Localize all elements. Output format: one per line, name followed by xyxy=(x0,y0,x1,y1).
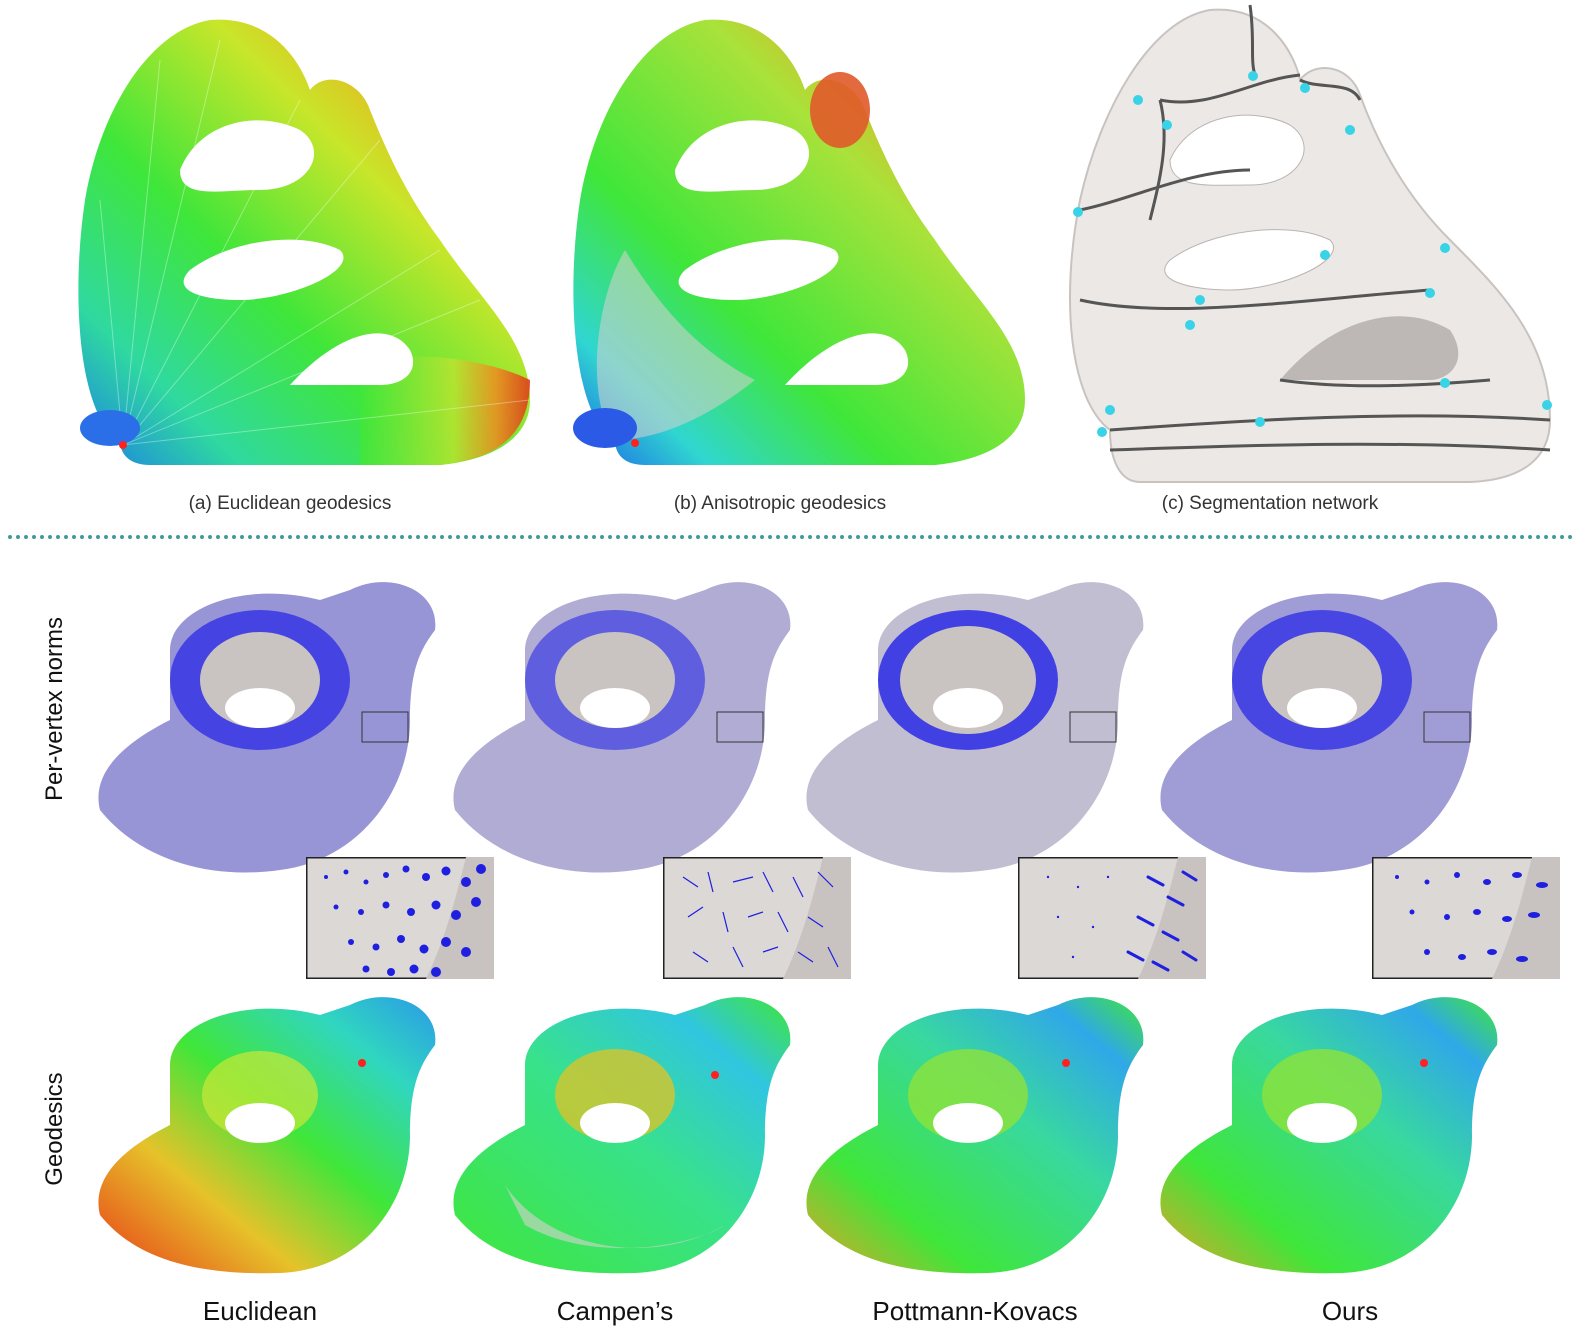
source-point xyxy=(119,441,127,449)
row-label-norms: Per-vertex norms xyxy=(41,616,68,802)
norms-pottmann-kovacs xyxy=(806,582,1144,873)
geodesics-euclidean xyxy=(98,997,436,1274)
column-label-ours: Ours xyxy=(1321,1296,1379,1326)
column-label-euclidean: Euclidean xyxy=(202,1296,318,1326)
hole-upper xyxy=(180,120,315,192)
norms-ours xyxy=(1160,582,1498,873)
norms-euclidean xyxy=(98,582,436,873)
inset-campen xyxy=(663,857,851,979)
panel-euclidean-geodesics xyxy=(78,19,531,465)
inset-euclidean xyxy=(306,857,494,979)
caption-b: (b) Anisotropic geodesics xyxy=(673,493,887,514)
geodesics-campen xyxy=(453,997,791,1274)
column-label-campen: Campen’s xyxy=(556,1296,674,1326)
geodesics-pottmann-kovacs xyxy=(806,997,1144,1274)
inset-pottmann-kovacs xyxy=(1018,857,1206,979)
caption-c: (c) Segmentation network xyxy=(1161,493,1379,514)
panel-segmentation-network xyxy=(1069,4,1552,483)
norms-campen xyxy=(453,582,791,873)
panel-anisotropic-geodesics xyxy=(573,19,1025,465)
column-label-pottmann-kovacs: Pottmann-Kovacs xyxy=(872,1296,1078,1326)
section-divider xyxy=(8,535,1574,539)
hole-middle xyxy=(183,239,344,300)
geodesics-ours xyxy=(1160,997,1498,1274)
hole-lower xyxy=(290,333,414,385)
inset-ours xyxy=(1372,857,1560,979)
caption-a: (a) Euclidean geodesics xyxy=(188,493,392,514)
row-label-geodesics: Geodesics xyxy=(41,1072,68,1186)
